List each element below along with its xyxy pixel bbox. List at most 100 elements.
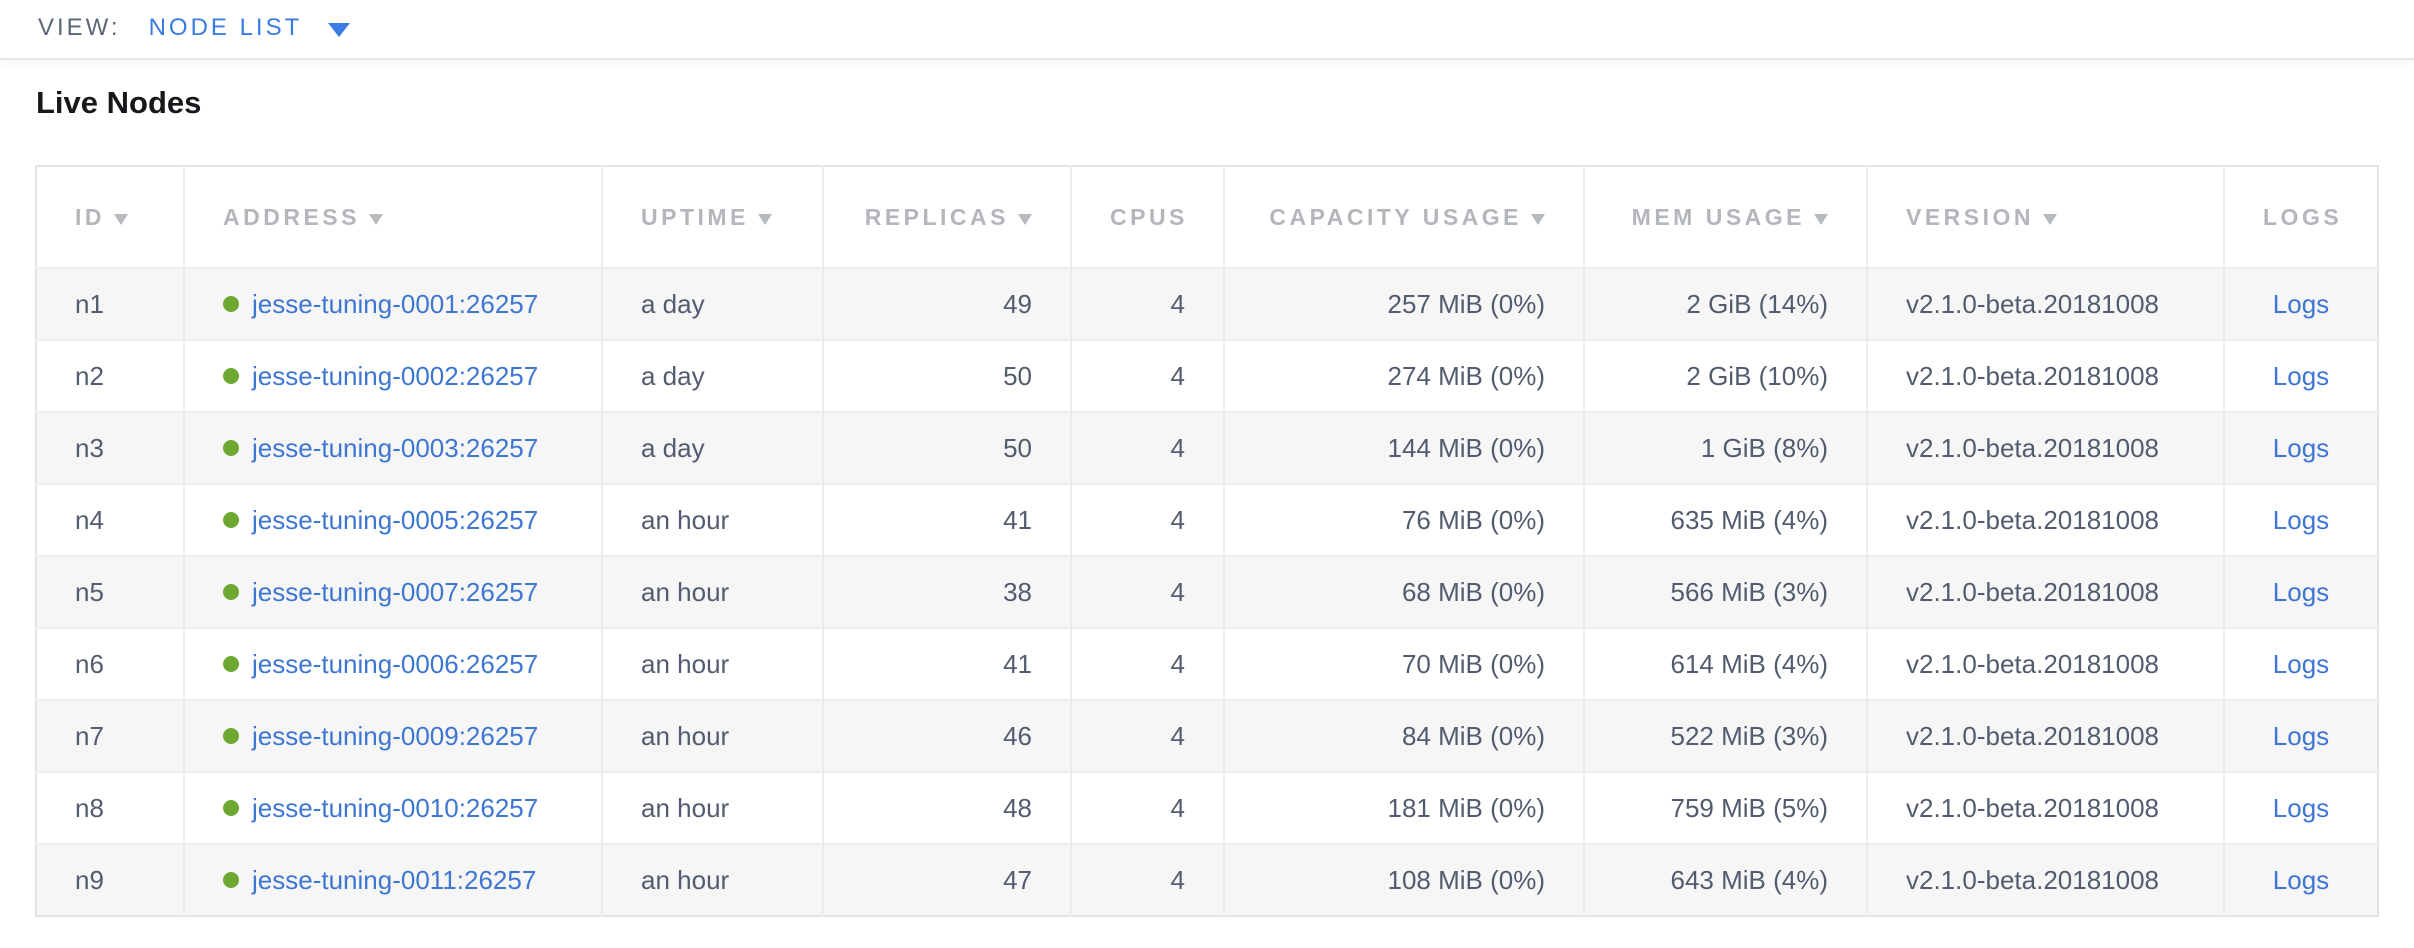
logs-link[interactable]: Logs <box>2272 360 2330 391</box>
node-status-icon <box>223 655 239 672</box>
cell-address: jesse-tuning-0009:26257 <box>184 700 603 772</box>
cell-logs: Logs <box>2224 556 2378 628</box>
cell-id: n7 <box>36 700 185 772</box>
address-link[interactable]: jesse-tuning-0002:26257 <box>252 360 539 391</box>
logs-link[interactable]: Logs <box>2272 864 2330 895</box>
cell-id: n8 <box>36 772 185 844</box>
node-status-icon <box>223 583 239 600</box>
cell-id: n5 <box>36 556 185 628</box>
cell-logs: Logs <box>2224 628 2378 700</box>
address-link[interactable]: jesse-tuning-0007:26257 <box>252 576 539 607</box>
cell-capacity: 257 MiB (0%) <box>1224 268 1585 340</box>
cell-logs: Logs <box>2224 484 2378 556</box>
table-body: n1 jesse-tuning-0001:26257 a day 49 4 257 MiB… <box>36 268 2378 916</box>
node-status-icon <box>223 799 239 816</box>
cell-cpus: 4 <box>1071 772 1225 844</box>
node-status-icon <box>223 295 239 312</box>
table-row: n7 jesse-tuning-0009:26257 an hour 46 4 84 Mi… <box>36 700 2378 772</box>
cell-id: n6 <box>36 628 185 700</box>
cell-capacity: 70 MiB (0%) <box>1224 628 1585 700</box>
column-header-mem[interactable]: MEM USAGE <box>1584 166 1868 268</box>
live-nodes-table: ID ADDRESS UPTIME REPLICAS CPUS CAPACITY USAG… <box>35 165 2379 917</box>
cell-id: n4 <box>36 484 185 556</box>
table-row: n5 jesse-tuning-0007:26257 an hour 38 4 68 Mi… <box>36 556 2378 628</box>
node-status-icon <box>223 367 239 384</box>
node-status-icon <box>223 511 239 528</box>
cell-version: v2.1.0-beta.20181008 <box>1867 412 2225 484</box>
logs-link[interactable]: Logs <box>2272 792 2330 823</box>
table-row: n3 jesse-tuning-0003:26257 a day 50 4 144 MiB… <box>36 412 2378 484</box>
cell-replicas: 49 <box>823 268 1072 340</box>
cell-version: v2.1.0-beta.20181008 <box>1867 700 2225 772</box>
address-link[interactable]: jesse-tuning-0010:26257 <box>252 792 539 823</box>
table-row: n8 jesse-tuning-0010:26257 an hour 48 4 181 M… <box>36 772 2378 844</box>
sort-arrow-icon <box>114 213 128 225</box>
cell-mem: 643 MiB (4%) <box>1584 844 1868 916</box>
address-link[interactable]: jesse-tuning-0011:26257 <box>252 864 537 895</box>
address-link[interactable]: jesse-tuning-0009:26257 <box>252 720 539 751</box>
column-header-uptime[interactable]: UPTIME <box>602 166 824 268</box>
address-link[interactable]: jesse-tuning-0001:26257 <box>252 288 539 319</box>
view-bar: VIEW: NODE LIST <box>0 0 2414 60</box>
node-status-icon <box>223 439 239 456</box>
cell-capacity: 108 MiB (0%) <box>1224 844 1585 916</box>
column-header-capacity[interactable]: CAPACITY USAGE <box>1224 166 1585 268</box>
cell-cpus: 4 <box>1071 340 1225 412</box>
cell-replicas: 38 <box>823 556 1072 628</box>
cell-version: v2.1.0-beta.20181008 <box>1867 628 2225 700</box>
table-row: n9 jesse-tuning-0011:26257 an hour 47 4 108 M… <box>36 844 2378 916</box>
column-header-id[interactable]: ID <box>36 166 185 268</box>
cell-capacity: 84 MiB (0%) <box>1224 700 1585 772</box>
cell-mem: 1 GiB (8%) <box>1584 412 1868 484</box>
cell-uptime: an hour <box>602 772 824 844</box>
column-header-cpus: CPUS <box>1071 166 1225 268</box>
cell-version: v2.1.0-beta.20181008 <box>1867 484 2225 556</box>
column-label: REPLICAS <box>864 203 1009 230</box>
logs-link[interactable]: Logs <box>2272 504 2330 535</box>
cell-replicas: 41 <box>823 484 1072 556</box>
cell-uptime: an hour <box>602 484 824 556</box>
cell-replicas: 47 <box>823 844 1072 916</box>
cell-address: jesse-tuning-0001:26257 <box>184 268 603 340</box>
cell-id: n2 <box>36 340 185 412</box>
cell-address: jesse-tuning-0007:26257 <box>184 556 603 628</box>
cell-mem: 566 MiB (3%) <box>1584 556 1868 628</box>
cell-cpus: 4 <box>1071 412 1225 484</box>
cell-id: n9 <box>36 844 185 916</box>
cell-replicas: 41 <box>823 628 1072 700</box>
view-selected-value: NODE LIST <box>148 14 303 41</box>
column-header-version[interactable]: VERSION <box>1867 166 2225 268</box>
cell-capacity: 144 MiB (0%) <box>1224 412 1585 484</box>
cell-uptime: an hour <box>602 700 824 772</box>
cell-replicas: 46 <box>823 700 1072 772</box>
logs-link[interactable]: Logs <box>2272 432 2330 463</box>
column-header-address[interactable]: ADDRESS <box>184 166 603 268</box>
cell-logs: Logs <box>2224 268 2378 340</box>
cell-address: jesse-tuning-0002:26257 <box>184 340 603 412</box>
cell-mem: 2 GiB (10%) <box>1584 340 1868 412</box>
page-title: Live Nodes <box>36 85 202 120</box>
cell-cpus: 4 <box>1071 268 1225 340</box>
node-status-icon <box>223 871 239 888</box>
cell-logs: Logs <box>2224 412 2378 484</box>
address-link[interactable]: jesse-tuning-0005:26257 <box>252 504 539 535</box>
logs-link[interactable]: Logs <box>2272 288 2330 319</box>
cell-cpus: 4 <box>1071 628 1225 700</box>
view-label: VIEW: <box>38 14 121 41</box>
column-label: VERSION <box>1906 203 2035 230</box>
column-label: UPTIME <box>641 203 749 230</box>
address-link[interactable]: jesse-tuning-0003:26257 <box>252 432 539 463</box>
view-selector[interactable]: NODE LIST <box>149 14 351 42</box>
column-header-replicas[interactable]: REPLICAS <box>823 166 1072 268</box>
node-status-icon <box>223 727 239 744</box>
logs-link[interactable]: Logs <box>2272 720 2330 751</box>
logs-link[interactable]: Logs <box>2272 648 2330 679</box>
table-row: n1 jesse-tuning-0001:26257 a day 49 4 257 MiB… <box>36 268 2378 340</box>
cell-cpus: 4 <box>1071 556 1225 628</box>
address-link[interactable]: jesse-tuning-0006:26257 <box>252 648 539 679</box>
table-row: n4 jesse-tuning-0005:26257 an hour 41 4 76 Mi… <box>36 484 2378 556</box>
cell-capacity: 274 MiB (0%) <box>1224 340 1585 412</box>
logs-link[interactable]: Logs <box>2272 576 2330 607</box>
cell-capacity: 181 MiB (0%) <box>1224 772 1585 844</box>
cell-logs: Logs <box>2224 700 2378 772</box>
